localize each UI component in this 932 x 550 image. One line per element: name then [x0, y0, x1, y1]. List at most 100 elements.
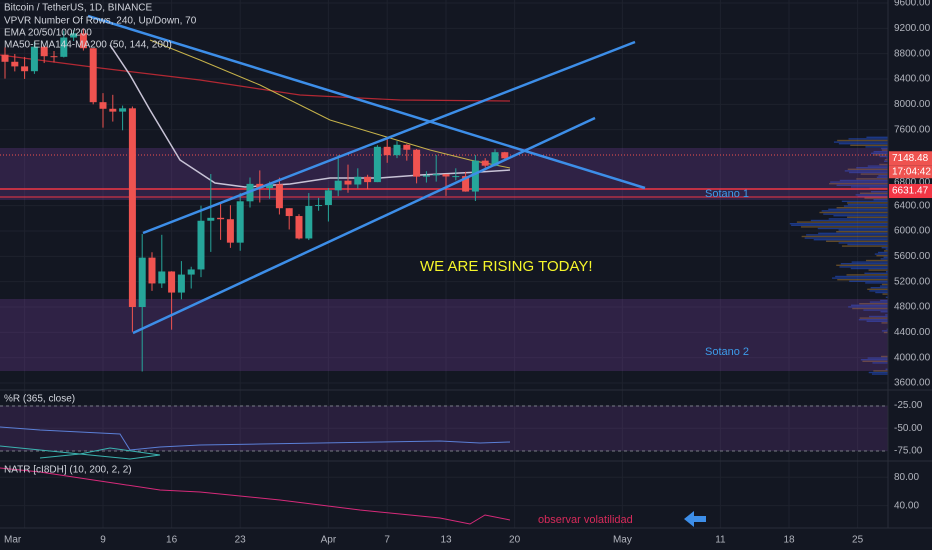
candle-body: [462, 176, 470, 192]
note: observar volatilidad: [538, 514, 633, 526]
volume-profile-bar: [850, 144, 888, 146]
wr-line: [0, 445, 161, 460]
pane-title: %R (365, close): [4, 394, 75, 405]
volume-profile-bar: [883, 331, 888, 334]
volume-profile-bar: [865, 146, 888, 148]
volume-profile-bar: [880, 258, 888, 260]
y-tick-label: 8800.00: [894, 48, 931, 59]
volume-profile-bar: [849, 171, 888, 174]
y-tick-label: 4800.00: [894, 302, 931, 313]
y-tick-label: 5600.00: [894, 251, 931, 262]
y-tick-label: 8400.00: [894, 74, 931, 85]
volume-profile-bar: [819, 211, 888, 214]
x-tick-label: 7: [384, 535, 390, 546]
candle-body: [471, 160, 479, 192]
volume-profile-bar: [879, 155, 888, 158]
volume-profile-bar: [836, 264, 888, 266]
y-tick-label: 9600.00: [894, 0, 931, 9]
volume-profile-bar: [828, 218, 888, 220]
wr-line: [0, 426, 511, 451]
candle-body: [40, 46, 48, 57]
volume-profile-bar: [847, 243, 888, 246]
volume-profile-bar: [871, 152, 888, 154]
x-tick-label: 13: [440, 535, 452, 546]
volume-profile-bar: [863, 309, 888, 311]
volume-profile-bar: [870, 287, 888, 289]
volume-profile-bar: [839, 179, 888, 182]
trendlines: [87, 14, 646, 335]
x-tick-label: May: [613, 535, 632, 546]
volume-profile-bar: [813, 239, 888, 241]
candle-body: [324, 190, 332, 206]
volume-profile-bar: [841, 200, 888, 202]
volume-profile-bar: [796, 221, 888, 223]
arrow-icon: [684, 511, 706, 527]
candle-body: [501, 152, 509, 159]
volume-profile-bar: [836, 207, 888, 209]
volume-profile-bar: [856, 178, 888, 180]
volume-profile-bar: [878, 175, 888, 177]
zone-rect: [0, 299, 888, 371]
volume-profile-bar: [885, 368, 888, 370]
volume-profile-bar: [869, 301, 888, 303]
volume-profile-bar: [836, 231, 888, 233]
volume-profile-bar: [867, 288, 888, 290]
volume-profile-bar: [817, 227, 888, 230]
volume-profile-bar: [847, 168, 888, 170]
volume-profile-bar: [870, 191, 888, 193]
volume-profile-bar: [835, 275, 888, 278]
volume-profile-bar: [876, 176, 888, 178]
volume-profile-bar: [830, 181, 888, 183]
candle-body: [383, 146, 391, 156]
y-tick-label: 40.00: [894, 500, 919, 511]
volume-profile-bar: [883, 256, 888, 258]
ma-line: [149, 39, 511, 169]
candle-body: [373, 146, 381, 183]
countdown-box: [889, 165, 932, 179]
x-tick-label: Mar: [4, 535, 22, 546]
candle-body: [393, 144, 401, 156]
volume-profile-bar: [859, 317, 888, 319]
volume-profile-bar: [881, 147, 888, 150]
zone-label: Sotano 1: [705, 188, 749, 200]
candle-body: [442, 174, 450, 177]
volume-profile-bar: [865, 282, 888, 284]
candle-body: [275, 184, 283, 209]
volume-profile-bar: [850, 186, 888, 188]
trendline: [132, 116, 596, 335]
y-tick-label: 4400.00: [894, 327, 931, 338]
volume-profile-bar: [868, 371, 888, 374]
y-tick-label: 6000.00: [894, 226, 931, 237]
volume-profile-bar: [838, 229, 888, 231]
ma-line: [0, 54, 511, 102]
volume-profile-bar: [848, 138, 888, 140]
x-tick-label: Apr: [321, 535, 337, 546]
volume-profile-bar: [874, 253, 888, 255]
volume-profile-bar: [886, 328, 888, 330]
x-tick-label: 20: [509, 535, 521, 546]
candle-body: [119, 108, 127, 112]
volume-profile-bar: [885, 271, 888, 273]
volume-profile-bar: [838, 242, 888, 244]
candle-body: [30, 46, 38, 72]
volume-profile-bar: [885, 248, 888, 250]
annotation: WE ARE RISING TODAY!: [420, 258, 593, 275]
x-tick-label: 9: [100, 535, 106, 546]
volume-profile-bar: [851, 261, 888, 263]
candle-body: [491, 152, 499, 166]
pane-title: NATR [cI8DH] (10, 200, 2, 2): [4, 465, 132, 476]
grid: [0, 0, 888, 528]
volume-profile-bar: [879, 163, 888, 166]
price-label-box: [889, 151, 932, 166]
volume-profile-bar: [847, 216, 888, 218]
y-tick-label: 4000.00: [894, 352, 931, 363]
volume-profile-bar: [851, 304, 888, 306]
volume-profile-bar: [850, 267, 888, 270]
volume-profile-bar: [833, 141, 888, 143]
volume-profile-bar: [871, 373, 888, 375]
candle-body: [295, 216, 303, 239]
volume-profile-bar: [880, 299, 888, 302]
volume-profile-bar: [866, 136, 888, 138]
volume-profile-bar: [859, 192, 888, 194]
volume-profile-bar: [841, 245, 888, 247]
